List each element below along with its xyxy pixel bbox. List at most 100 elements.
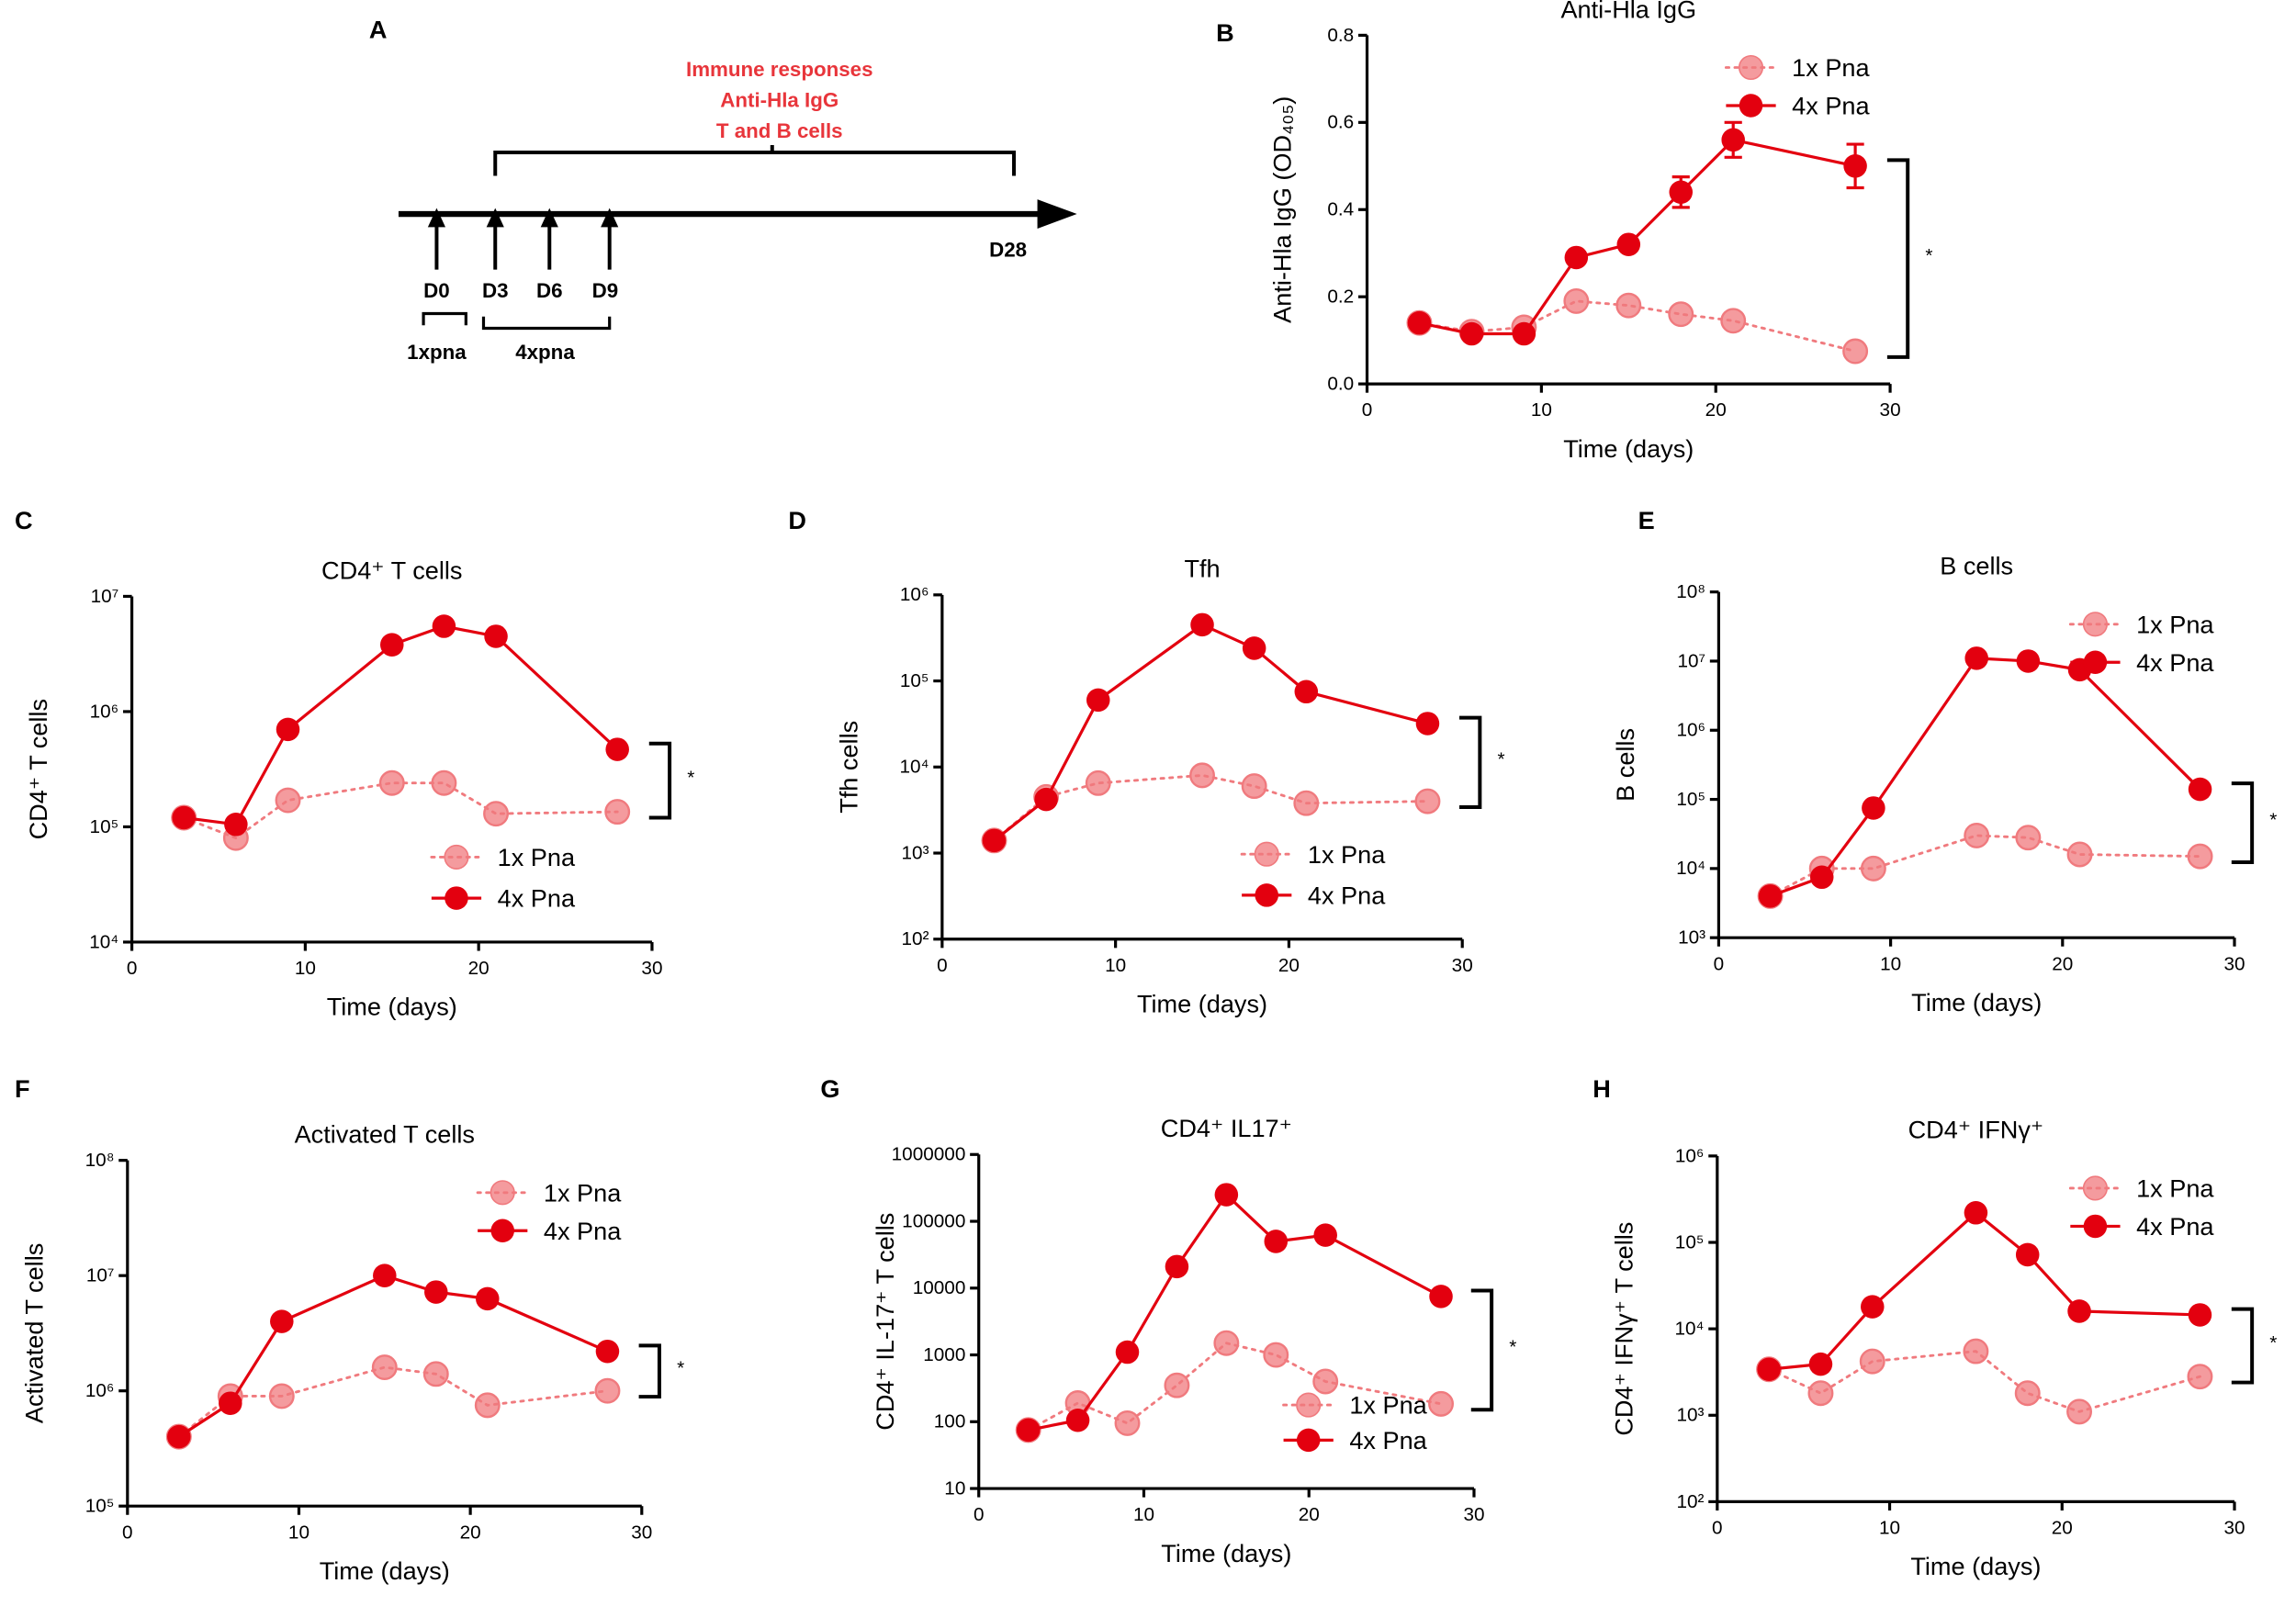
data-point	[604, 799, 631, 825]
panel-label: B	[1216, 18, 1234, 47]
legend-label: 4x Pna	[2136, 1212, 2214, 1241]
x-axis-label: Time (days)	[1910, 1552, 2041, 1580]
data-point	[424, 1280, 448, 1304]
data-point	[1415, 712, 1440, 736]
data-point	[1669, 180, 1694, 205]
panel-label: D	[788, 506, 806, 534]
data-point	[474, 1392, 501, 1419]
y-axis-label: CD4⁺ IL-17⁺ T cells	[871, 1213, 899, 1431]
data-point	[2066, 1398, 2092, 1425]
x-axis-label: Time (days)	[327, 993, 457, 1021]
data-point	[1758, 884, 1783, 908]
y-tick-label: 10⁵	[900, 670, 929, 691]
y-tick-label: 1000000	[892, 1144, 966, 1165]
legend-marker	[1296, 1428, 1321, 1453]
data-point	[1429, 1285, 1453, 1308]
data-point	[1293, 790, 1320, 816]
y-tick-label: 0.6	[1327, 112, 1354, 133]
y-tick-label: 1000	[923, 1344, 965, 1365]
x-axis-label: Time (days)	[320, 1556, 450, 1585]
chart-title: CD4⁺ IFNγ⁺	[1908, 1116, 2044, 1144]
significance-label: *	[687, 767, 694, 788]
group-label: 4xpna	[515, 341, 575, 364]
data-point	[2015, 825, 2042, 851]
significance-bracket	[1470, 1288, 1494, 1412]
data-point	[476, 1286, 500, 1311]
series-line	[1770, 657, 2201, 898]
data-point	[275, 787, 301, 814]
panel-label: E	[1638, 506, 1655, 534]
chart-panel: D Tfh 10² 10³ 10⁴ 10⁵ 10⁶ 0 10 20 30 Time (days) Tfh…	[788, 506, 1504, 1017]
y-tick-label: 10³	[1676, 1405, 1704, 1426]
legend-marker	[444, 844, 469, 870]
y-tick-label: 10⁷	[86, 1265, 115, 1286]
data-point	[1809, 865, 1834, 890]
legend-marker	[445, 886, 468, 910]
data-point	[1964, 1201, 1988, 1225]
y-axis-label: Activated T cells	[19, 1243, 48, 1423]
significance-bracket	[638, 1343, 661, 1399]
data-point	[2014, 1380, 2041, 1407]
y-tick-label: 10⁶	[85, 1380, 115, 1401]
data-point	[1407, 310, 1432, 335]
arrow-heads	[427, 208, 619, 228]
data-point	[371, 1354, 398, 1381]
y-tick-label: 100	[934, 1411, 966, 1432]
data-point	[595, 1339, 620, 1364]
x-axis-label: Time (days)	[1137, 990, 1267, 1018]
x-tick-label: 20	[1278, 955, 1300, 976]
data-point	[432, 614, 456, 638]
group-brackets	[422, 311, 612, 331]
legend-marker	[1254, 841, 1279, 867]
chart-title: CD4⁺ IL17⁺	[1161, 1114, 1292, 1142]
data-point	[1563, 287, 1590, 314]
day-label: D0	[423, 279, 450, 302]
significance-bracket	[1886, 158, 1910, 359]
legend-label: 4x Pna	[1308, 881, 1386, 909]
x-tick-label: 30	[1452, 955, 1473, 976]
data-point	[1859, 1348, 1885, 1375]
y-tick-label: 10⁶	[90, 701, 119, 722]
legend-marker	[1739, 94, 1763, 118]
data-point	[1564, 245, 1589, 270]
y-tick-label: 10⁴	[1676, 858, 1705, 879]
timeline-header: Anti-Hla IgG	[720, 89, 838, 112]
data-point	[2016, 649, 2041, 673]
x-axis-label: Time (days)	[1563, 434, 1694, 463]
data-point	[1616, 232, 1641, 256]
legend-marker	[2082, 612, 2108, 637]
data-point	[1842, 338, 1869, 365]
significance-label: *	[2269, 809, 2277, 830]
y-tick-label: 10	[944, 1477, 965, 1499]
data-point	[270, 1309, 294, 1333]
data-point	[1086, 688, 1110, 713]
data-point	[1428, 1390, 1454, 1417]
data-point	[484, 624, 508, 648]
data-point	[373, 1263, 397, 1287]
x-tick-label: 0	[974, 1504, 985, 1525]
series-line	[184, 624, 619, 826]
legend-label: 4x Pna	[2136, 648, 2214, 677]
legend-marker	[1296, 1392, 1322, 1418]
chart-panel: E B cells 10³ 10⁴ 10⁵ 10⁶ 10⁷ 10⁸ 0 10 20 30 Time (d…	[1611, 506, 2277, 1016]
legend-label: 1x Pna	[2136, 610, 2214, 638]
y-tick-label: 10⁵	[1675, 1231, 1705, 1252]
data-point	[1862, 796, 1885, 820]
data-point	[1214, 1183, 1239, 1207]
legend-label: 4x Pna	[1349, 1426, 1427, 1454]
y-tick-label: 100000	[902, 1210, 965, 1231]
legend-label: 1x Pna	[1349, 1391, 1427, 1420]
y-tick-label: 10⁶	[900, 584, 929, 605]
y-tick-label: 10000	[913, 1277, 966, 1298]
data-point	[1213, 1330, 1240, 1356]
data-point	[2188, 777, 2212, 802]
y-tick-label: 10⁵	[90, 816, 119, 837]
data-point	[2188, 1303, 2212, 1327]
data-point	[1964, 646, 1988, 670]
data-point	[2187, 843, 2213, 870]
data-point	[1843, 154, 1867, 178]
x-tick-label: 0	[122, 1522, 133, 1543]
chart-title: B cells	[1940, 552, 2013, 580]
data-point	[1459, 321, 1484, 346]
